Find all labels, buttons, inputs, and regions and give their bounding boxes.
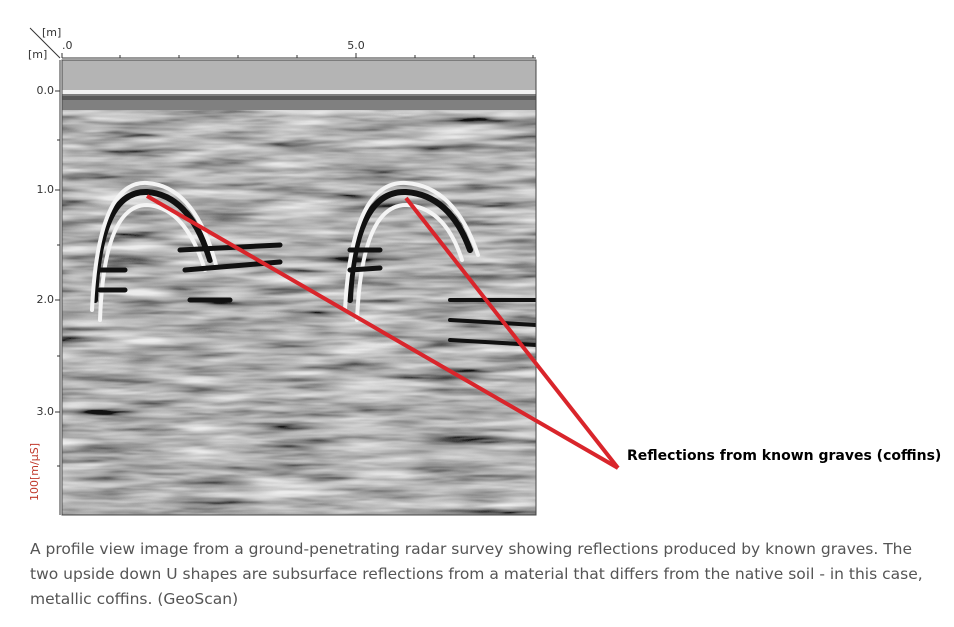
x-ticks [61,53,534,58]
annotation-line [145,194,620,470]
annotation-line [404,196,620,470]
y-tick-label: 2.0 [37,293,55,306]
radargram-figure: [m] [m] .0 5.0 0.0 1.0 2.0 3.0 100[m/μS]… [28,26,941,516]
corner-divider [29,27,61,59]
y-unit: [m] [28,48,47,61]
y-tick-label: 1.0 [37,183,55,196]
x-tick-label: 5.0 [347,39,365,52]
y-tick-label: 0.0 [37,84,55,97]
y-tick-label: 3.0 [37,405,55,418]
caption: A profile view image from a ground-penet… [30,540,923,608]
velocity-label: 100[m/μS] [28,443,41,501]
x-unit: [m] [42,26,61,39]
y-ticks [55,90,60,467]
annotation: Reflections from known graves (coffins) [627,448,941,464]
x-tick-label: .0 [62,39,73,52]
radargram [62,60,536,515]
